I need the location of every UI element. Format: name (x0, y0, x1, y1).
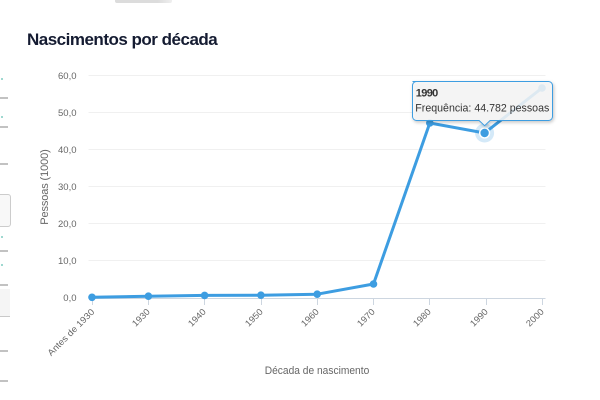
svg-text:0,0: 0,0 (63, 293, 76, 304)
svg-text:1960: 1960 (299, 307, 321, 329)
svg-text:1990: 1990 (468, 307, 490, 329)
svg-text:20,0: 20,0 (58, 219, 77, 230)
svg-text:10,0: 10,0 (58, 256, 77, 267)
svg-text:2000: 2000 (524, 307, 546, 329)
svg-text:1940: 1940 (186, 307, 208, 329)
svg-text:Pessoas (1000): Pessoas (1000) (39, 149, 51, 225)
svg-text:Frequência: 44.782 pessoas: Frequência: 44.782 pessoas (415, 102, 549, 114)
svg-text:60,0: 60,0 (58, 71, 77, 82)
svg-text:1930: 1930 (130, 307, 152, 329)
svg-text:Antes de 1930: Antes de 1930 (46, 307, 97, 358)
svg-text:1950: 1950 (243, 307, 265, 329)
svg-text:1970: 1970 (355, 307, 377, 329)
svg-text:30,0: 30,0 (58, 182, 77, 193)
svg-text:50,0: 50,0 (58, 108, 77, 119)
svg-text:Década de nascimento: Década de nascimento (265, 365, 370, 377)
svg-text:40,0: 40,0 (58, 145, 77, 156)
svg-text:1980: 1980 (411, 307, 433, 329)
svg-text:1990: 1990 (416, 88, 439, 100)
